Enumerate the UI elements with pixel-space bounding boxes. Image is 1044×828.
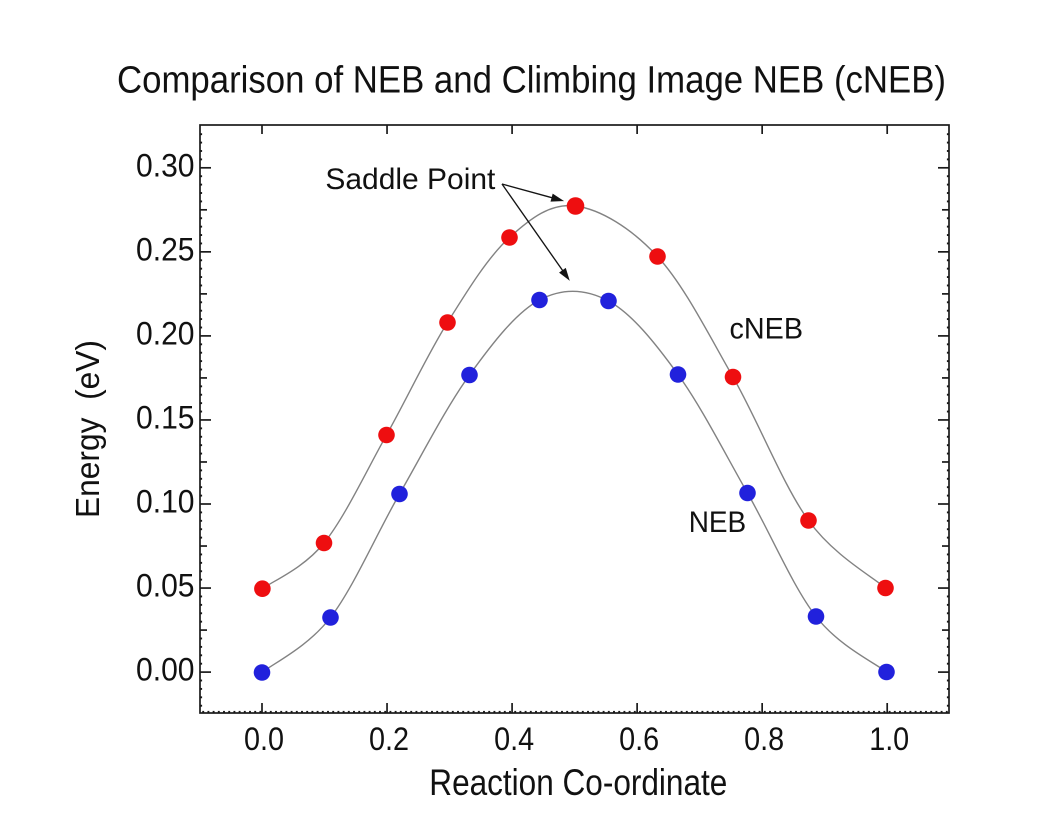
svg-text:0.20: 0.20	[136, 316, 195, 352]
svg-text:0.8: 0.8	[744, 721, 784, 757]
svg-text:Comparison of NEB and Climbing: Comparison of NEB and Climbing Image NEB…	[117, 60, 946, 102]
svg-text:cNEB: cNEB	[730, 312, 804, 345]
svg-text:1.0: 1.0	[869, 721, 909, 757]
svg-text:0.00: 0.00	[136, 652, 195, 688]
svg-text:0.10: 0.10	[136, 484, 195, 520]
svg-text:0.25: 0.25	[136, 231, 195, 267]
svg-text:0.6: 0.6	[619, 721, 659, 757]
svg-text:0.05: 0.05	[136, 568, 195, 604]
svg-text:0.30: 0.30	[136, 147, 195, 183]
svg-text:0.4: 0.4	[494, 721, 534, 757]
svg-text:0.0: 0.0	[244, 721, 284, 757]
svg-text:NEB: NEB	[689, 506, 747, 539]
svg-text:0.15: 0.15	[136, 400, 195, 436]
svg-text:0.2: 0.2	[369, 721, 409, 757]
svg-text:Reaction Co-ordinate: Reaction Co-ordinate	[429, 762, 727, 803]
svg-text:Energy (eV): Energy (eV)	[69, 340, 106, 518]
svg-text:Saddle Point: Saddle Point	[325, 163, 496, 196]
